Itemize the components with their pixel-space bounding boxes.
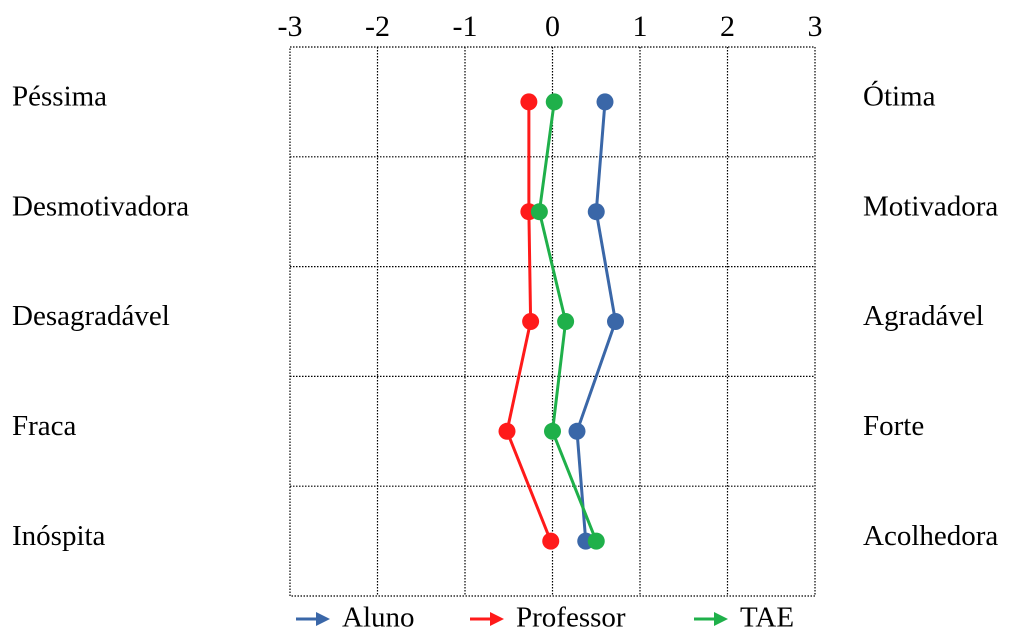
right-category-label: Acolhedora [863, 520, 998, 552]
left-category-label: Péssima [12, 81, 107, 113]
left-category-label: Desagradável [12, 300, 170, 332]
series-group [498, 93, 624, 550]
legend-arrow-icon [316, 612, 330, 626]
x-tick-label: 3 [808, 10, 823, 43]
data-point [587, 532, 605, 550]
data-point [545, 93, 563, 111]
x-tick-label: -1 [453, 10, 478, 43]
x-tick-label: 2 [720, 10, 735, 43]
series-aluno [568, 93, 624, 550]
left-category-label: Fraca [12, 410, 77, 442]
x-tick-labels: -3 -2 -1 0 1 2 3 [278, 10, 823, 43]
legend: Aluno Professor TAE [296, 602, 794, 634]
data-point [544, 422, 561, 440]
series-tae [530, 93, 605, 550]
data-point [498, 422, 516, 440]
data-point [530, 203, 548, 221]
left-category-label: Inóspita [12, 520, 106, 552]
right-category-label: Ótima [863, 80, 936, 113]
legend-label: TAE [740, 602, 794, 634]
category-labels: Péssima Desmotivadora Desagradável Fraca Inó… [12, 80, 998, 552]
legend-arrow-icon [714, 612, 728, 626]
left-category-label: Desmotivadora [12, 190, 189, 222]
x-tick-label: 1 [633, 10, 648, 43]
right-category-label: Agradável [863, 300, 984, 332]
legend-item: Professor [470, 602, 626, 634]
data-point [522, 313, 540, 330]
data-point [520, 93, 538, 111]
right-category-label: Motivadora [863, 190, 998, 222]
legend-item: Aluno [296, 602, 415, 634]
x-tick-label: -2 [365, 10, 390, 43]
data-point [596, 93, 614, 111]
data-point [542, 532, 560, 550]
x-tick-label: 0 [545, 10, 560, 43]
legend-label: Professor [516, 602, 626, 634]
data-point [587, 203, 605, 221]
x-tick-label: -3 [278, 10, 303, 43]
grid [289, 46, 816, 597]
series-professor [498, 93, 560, 550]
data-point [557, 313, 575, 330]
data-point [568, 422, 586, 440]
legend-arrow-icon [490, 612, 504, 626]
right-category-label: Forte [863, 410, 924, 442]
legend-item: TAE [694, 602, 794, 634]
data-point [607, 313, 624, 330]
legend-label: Aluno [342, 602, 415, 634]
